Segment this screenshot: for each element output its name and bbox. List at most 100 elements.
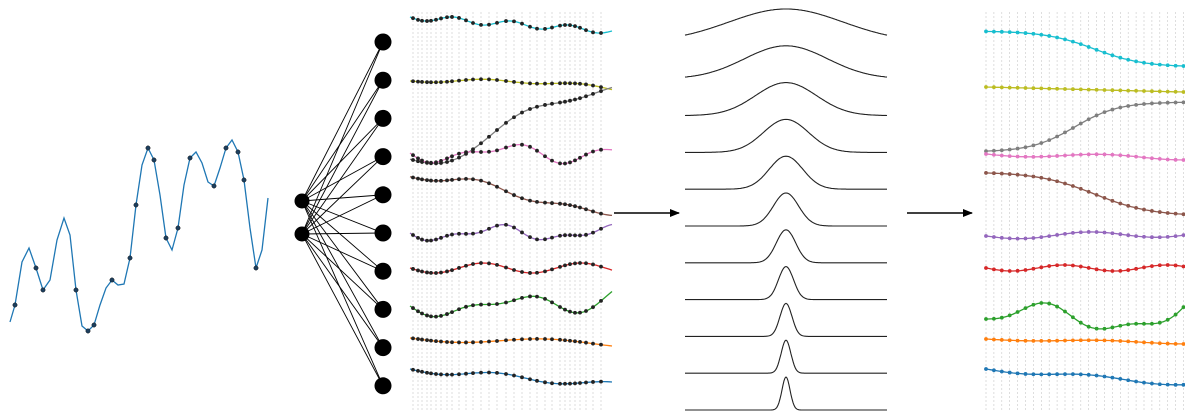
sampled-series-point: [445, 233, 449, 238]
sampled-series-point: [445, 312, 449, 316]
sampled-series-point: [429, 270, 433, 275]
sampled-series-point: [573, 97, 577, 102]
smoothed-series-point: [1118, 377, 1123, 381]
sampled-series-point: [512, 193, 516, 197]
sampled-series-point: [445, 178, 449, 183]
sampled-series-point: [504, 19, 508, 23]
network-connection: [301, 200, 384, 272]
sampled-series-point: [512, 268, 516, 272]
sampled-series-point: [434, 178, 438, 183]
smoothed-series-point: [1102, 374, 1107, 379]
sampled-series-point: [599, 147, 603, 152]
smoothed-series-point: [1086, 372, 1091, 377]
sampled-series-point: [543, 200, 547, 205]
smoothed-series-point: [1071, 87, 1075, 92]
sampled-series-point: [563, 202, 567, 207]
smoothed-series-point: [1102, 230, 1107, 235]
sampled-series-point: [471, 340, 475, 345]
sampled-series-point: [599, 89, 603, 93]
network-connection: [301, 194, 384, 235]
smoothed-series-point: [1015, 146, 1020, 151]
sampled-series-point: [457, 266, 461, 270]
smoothed-series-point: [1055, 134, 1059, 139]
sampled-series-point: [504, 372, 508, 376]
smoothed-series-point: [1126, 268, 1131, 272]
smoothed-series-point: [1086, 152, 1091, 157]
input-sample-point: [73, 287, 79, 293]
smoothed-series-point: [1055, 154, 1059, 158]
smoothed-series-point: [1039, 175, 1044, 180]
sampled-series-point: [479, 178, 483, 183]
sampled-series-point: [425, 178, 429, 183]
smoothed-series-point: [1173, 63, 1178, 68]
output-node: [374, 262, 392, 280]
smoothed-series-point: [1150, 340, 1154, 345]
smoothed-series-point: [1094, 338, 1099, 343]
sampled-series-point: [420, 237, 424, 242]
sampled-series-point: [528, 81, 532, 86]
sampled-series-point: [512, 337, 516, 342]
sampled-series-line: [409, 368, 613, 385]
smoothed-series-point: [1181, 382, 1185, 387]
smoothed-series-point: [1039, 154, 1044, 159]
sampled-series-point: [563, 263, 567, 268]
smoothed-series-point: [1071, 231, 1075, 235]
sampled-series-point: [429, 371, 433, 376]
sampled-series-point: [471, 262, 475, 266]
sampled-series-point: [416, 368, 420, 373]
sampled-series-point: [495, 339, 499, 343]
smoothed-series-point: [1126, 88, 1131, 93]
sampled-series-point: [450, 79, 454, 84]
smoothed-series-point: [1078, 87, 1083, 92]
sampled-series-point: [416, 337, 420, 341]
sampled-series-point: [504, 265, 508, 270]
sampled-series-point: [550, 381, 554, 386]
network-connection: [301, 156, 384, 235]
smoothed-series-point: [1047, 86, 1052, 91]
network-connection: [301, 200, 384, 234]
smoothed-series-point: [1102, 326, 1107, 331]
smoothed-series-point: [1165, 317, 1170, 322]
sampled-series-point: [457, 231, 461, 236]
smoothed-series-point: [1118, 232, 1123, 237]
sampled-series-point: [411, 175, 415, 180]
smoothed-series-point: [1063, 130, 1067, 135]
smoothed-series-point: [1078, 338, 1083, 343]
input-sample-point: [211, 183, 217, 189]
sampled-series-point: [434, 80, 438, 85]
smoothed-series-point: [1071, 126, 1075, 130]
sampled-series-point: [495, 148, 499, 153]
sampled-series-point: [411, 267, 415, 271]
sampled-series-point: [558, 305, 562, 309]
sampled-series-point: [411, 336, 415, 341]
smoothed-series-point: [992, 267, 996, 272]
sampled-series-point: [520, 295, 524, 300]
sampled-series-point: [512, 115, 516, 120]
sampled-series-point: [457, 16, 461, 20]
smoothed-series-point: [1118, 201, 1123, 206]
sampled-series-point: [584, 340, 588, 345]
smoothed-series-point: [1142, 234, 1146, 239]
sampled-series-point: [425, 370, 429, 375]
sampled-series-point: [495, 128, 499, 132]
output-node: [374, 186, 392, 204]
smoothed-series-point: [992, 235, 996, 239]
smoothed-series-point: [1118, 268, 1123, 273]
sampled-series-point: [504, 338, 508, 343]
sampled-series-point: [584, 207, 588, 212]
smoothed-series-point: [992, 29, 996, 34]
smoothed-series-point: [1181, 264, 1185, 269]
sampled-series-point: [573, 261, 577, 266]
sampled-series-point: [439, 270, 443, 275]
smoothed-series-point: [1086, 338, 1091, 343]
smoothed-series-line: [986, 302, 1184, 330]
smoothed-series-point: [1015, 338, 1020, 343]
smoothed-series-point: [1031, 154, 1036, 159]
smoothed-series-point: [1173, 312, 1178, 317]
sampled-series-point: [420, 369, 424, 374]
smoothed-series-point: [1157, 341, 1162, 346]
sampled-series-point: [584, 152, 588, 157]
smoothed-series-point: [1181, 305, 1185, 310]
smoothed-series-point: [1165, 263, 1170, 267]
smoothed-series-point: [1015, 154, 1020, 159]
